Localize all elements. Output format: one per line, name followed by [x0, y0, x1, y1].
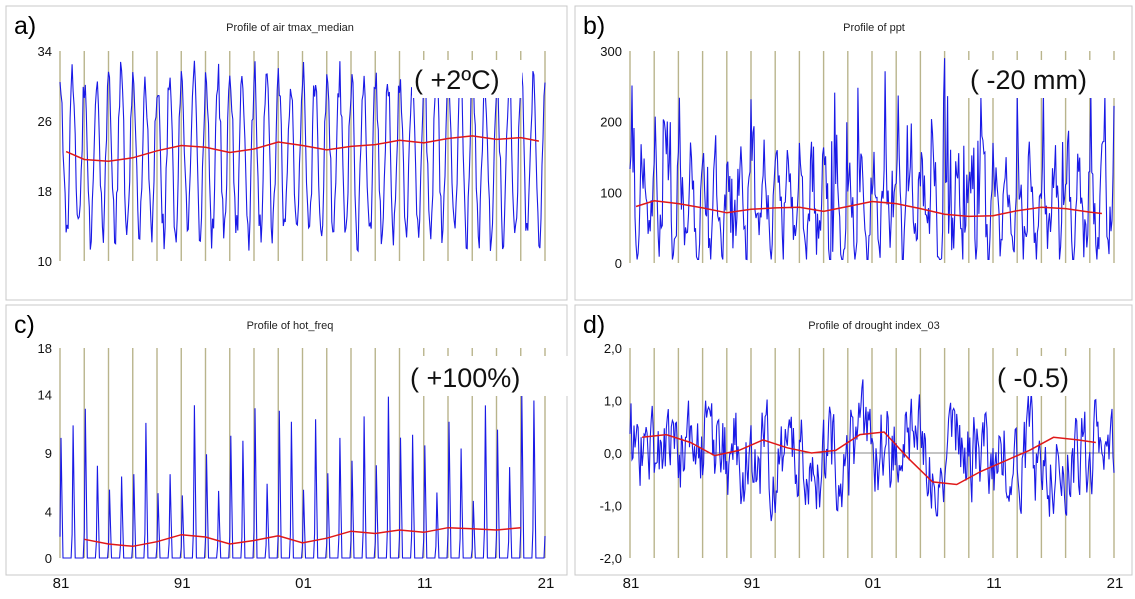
x-tick-label: 21 — [538, 575, 555, 592]
x-tick-label: 91 — [174, 575, 191, 592]
x-axis: 81 91 01 11 21 — [53, 575, 555, 592]
y-tick-label: 100 — [600, 185, 622, 200]
panel-frame — [5, 5, 568, 301]
change-annotation: ( -20 mm) — [970, 65, 1087, 95]
panel-b: 0 100 200 300 b) Profile of ppt ( -20 mm) — [574, 5, 1133, 301]
x-axis: 81 91 01 11 21 — [623, 575, 1124, 592]
panel-title: Profile of air tmax_median — [226, 22, 354, 34]
annotation-background — [412, 60, 522, 98]
change-annotation: ( +100%) — [410, 363, 520, 393]
y-tick-label: 10 — [38, 254, 52, 269]
panel-frame — [574, 5, 1133, 301]
y-tick-label: 200 — [600, 115, 622, 130]
y-tick-label: 300 — [600, 44, 622, 59]
panel-letter: b) — [583, 12, 605, 40]
x-tick-label: 21 — [1107, 575, 1124, 592]
y-tick-label: 4 — [45, 504, 52, 519]
y-tick-label: 0 — [615, 256, 622, 271]
y-tick-label: 18 — [38, 341, 52, 356]
series-trend-line — [635, 200, 1102, 218]
panel-letter: c) — [14, 311, 35, 339]
series-monthly-line — [629, 58, 1115, 261]
y-axis: 0 100 200 300 — [600, 44, 622, 271]
y-tick-label: 9 — [45, 446, 52, 461]
series-trend-line — [84, 526, 521, 548]
panel-frame — [5, 304, 568, 576]
series-monthly-line — [59, 393, 546, 559]
panel-letter: a) — [14, 12, 36, 40]
annotation-background — [408, 356, 568, 396]
panel-a: 10 18 26 34a) Profile of air tmax_median ( +2… — [5, 5, 568, 301]
x-tick-label: 81 — [53, 575, 70, 592]
annotation-background — [995, 356, 1085, 396]
panel-title: Profile of drought index_03 — [808, 320, 939, 332]
change-annotation: ( -0.5) — [997, 363, 1069, 393]
y-tick-label: 34 — [38, 44, 52, 59]
panel-d: -2,0 -1,0 0,0 1,0 2,0 d) Profile of drought in… — [574, 304, 1133, 592]
annotation-background — [968, 60, 1116, 98]
y-tick-label: 0 — [45, 551, 52, 566]
panel-letter: d) — [583, 311, 605, 339]
change-annotation: ( +2ºC) — [414, 65, 500, 95]
y-tick-label: 2,0 — [604, 341, 622, 356]
x-tick-label: 11 — [986, 575, 1002, 592]
x-tick-label: 91 — [744, 575, 761, 592]
y-tick-label: 14 — [38, 388, 52, 403]
panel-title: Profile of ppt — [843, 22, 905, 34]
y-tick-label: 18 — [38, 184, 52, 199]
x-tick-label: 01 — [295, 575, 312, 592]
series-trend-line — [65, 135, 540, 163]
y-axis: 0 4 9 14 18 — [38, 341, 52, 566]
y-tick-label: -1,0 — [600, 499, 622, 514]
series-trend-line — [642, 431, 1096, 486]
y-tick-label: 0,0 — [604, 446, 622, 461]
y-tick-label: -2,0 — [600, 551, 622, 566]
y-tick-label: 26 — [38, 114, 52, 129]
series-monthly-line — [59, 60, 546, 253]
x-tick-label: 11 — [417, 575, 433, 592]
x-tick-label: 01 — [865, 575, 882, 592]
y-tick-label: 1,0 — [604, 394, 622, 409]
panel-title: Profile of hot_freq — [247, 320, 334, 332]
y-axis: -2,0 -1,0 0,0 1,0 2,0 — [600, 341, 622, 566]
x-tick-label: 81 — [623, 575, 640, 592]
y-axis: 10 18 26 34 — [38, 44, 52, 269]
panel-c: 0 4 9 14 18c) Profile of hot_freq ( +100%) 81 91… — [5, 304, 568, 592]
series-monthly-line — [629, 379, 1115, 522]
